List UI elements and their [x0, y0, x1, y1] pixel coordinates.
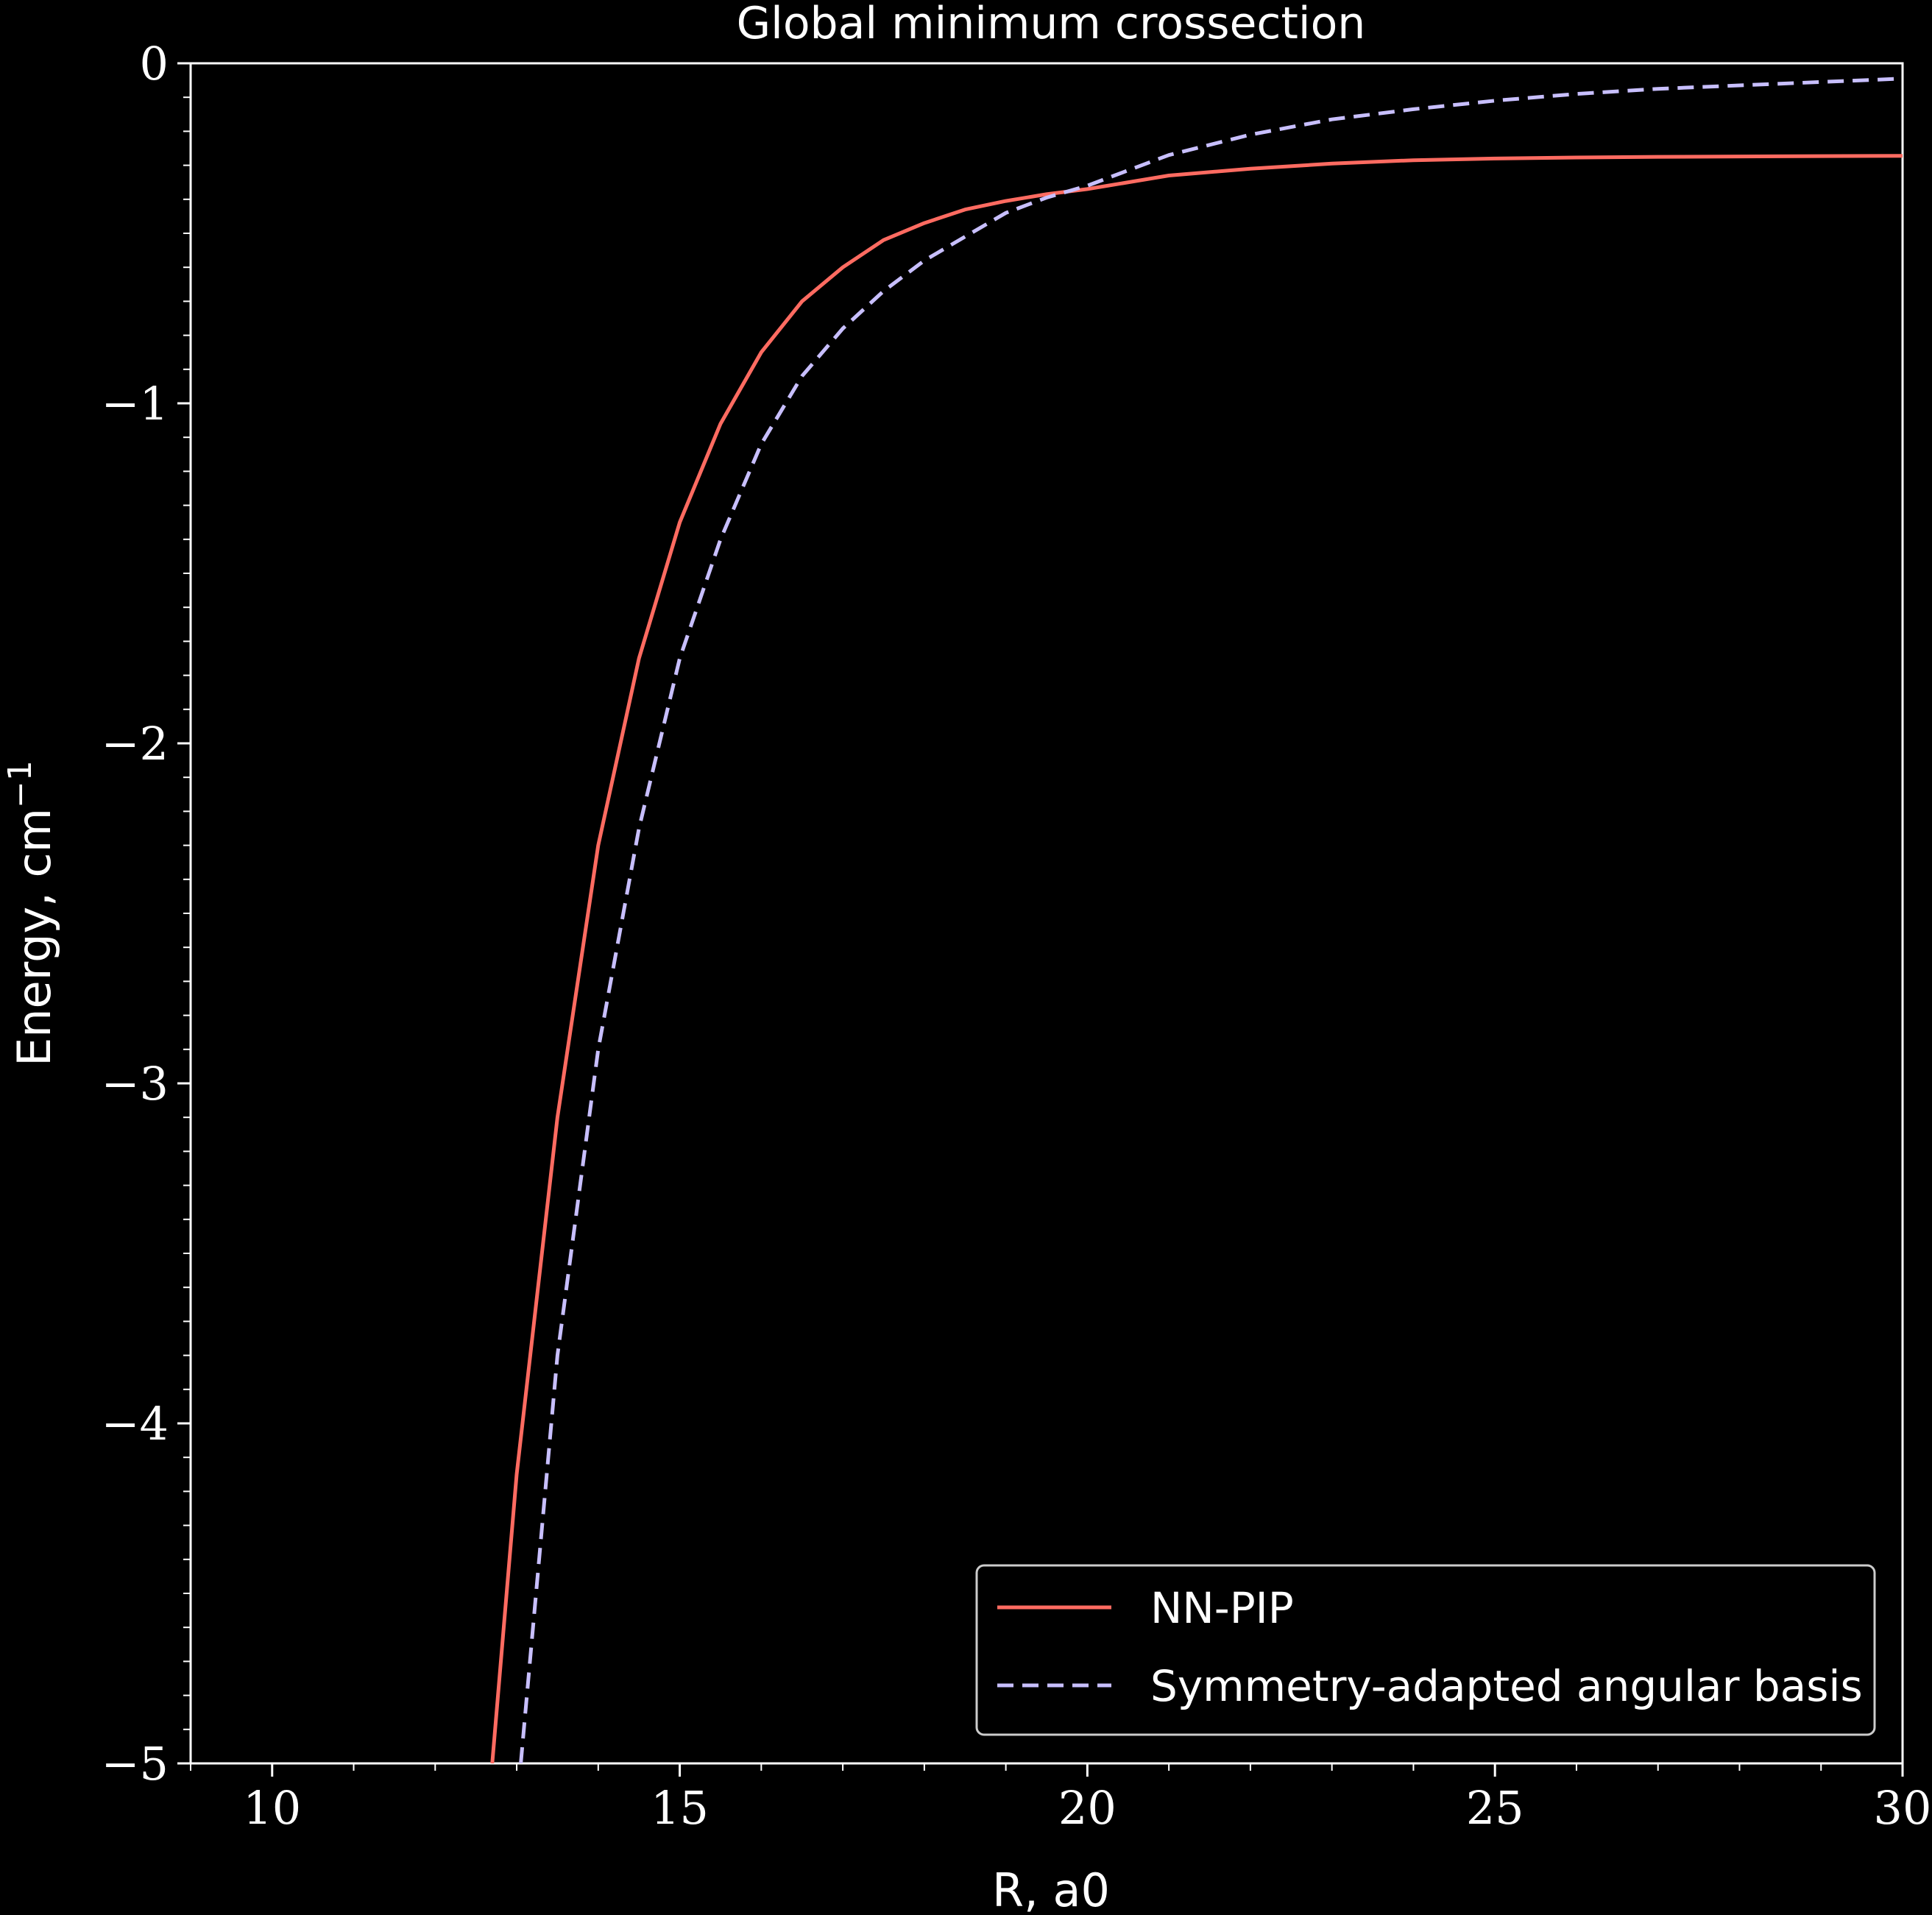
x-tick-label: 10 — [243, 1781, 301, 1835]
series-layer — [490, 77, 1903, 1763]
y-tick-label: −4 — [102, 1397, 169, 1451]
x-tick-label: 25 — [1466, 1781, 1524, 1835]
y-axis-label-superscript: −1 — [1, 760, 39, 808]
x-axis-label: R, a0 — [992, 1863, 1110, 1915]
legend: NN-PIP Symmetry-adapted angular basis — [975, 1564, 1876, 1736]
y-tick-label: 0 — [140, 37, 169, 91]
x-axis-ticks: 10 15 20 25 30 — [243, 1763, 1931, 1835]
y-tick-label: −3 — [102, 1057, 169, 1111]
legend-label-symmetry-adapted: Symmetry-adapted angular basis — [1150, 1661, 1863, 1711]
chart-title: Global minimum crossection — [737, 0, 1366, 49]
legend-label-nn-pip: NN-PIP — [1150, 1583, 1294, 1633]
x-tick-label: 15 — [651, 1781, 709, 1835]
series-line-1 — [519, 77, 1903, 1763]
y-tick-label: −1 — [102, 377, 169, 431]
y-axis-label: Energy, cm−1 — [1, 760, 61, 1066]
y-axis-ticks: 0 −1 −2 −3 −4 −5 — [102, 37, 191, 1791]
y-tick-label: −5 — [102, 1737, 169, 1791]
y-tick-label: −2 — [102, 717, 169, 771]
minor-ticks — [183, 96, 1822, 1771]
x-tick-label: 30 — [1874, 1781, 1932, 1835]
y-axis-label-text: Energy, cm — [7, 808, 61, 1066]
legend-box — [975, 1564, 1876, 1736]
x-tick-label: 20 — [1058, 1781, 1117, 1835]
series-line-0 — [490, 154, 1903, 1763]
